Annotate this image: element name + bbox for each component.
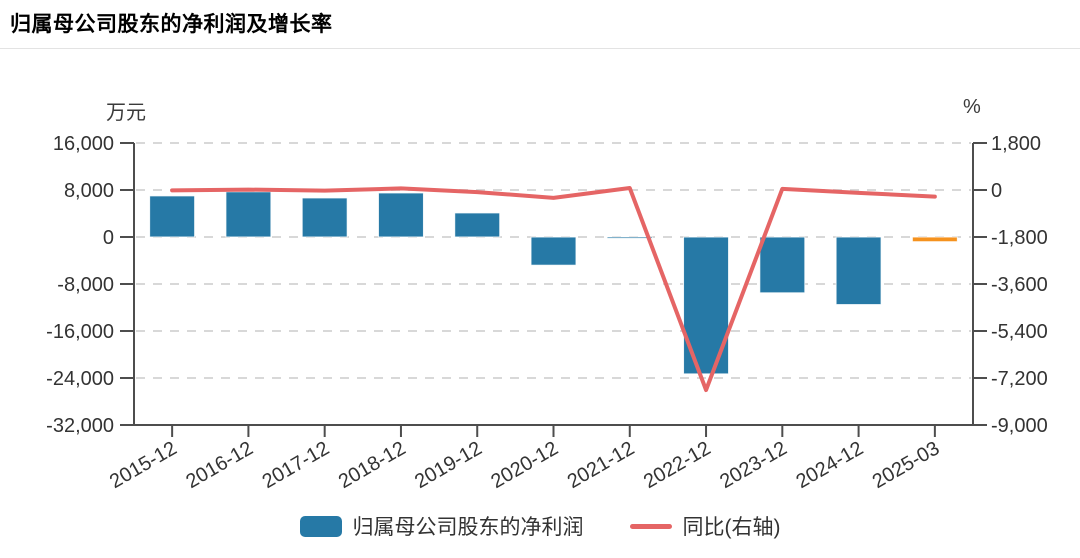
line-series-swatch <box>629 523 672 529</box>
y-axis-tick-label-left: 0 <box>103 227 114 249</box>
y-axis-tick-label-right: -3,600 <box>991 274 1048 296</box>
bar-2020-12[interactable] <box>530 236 577 266</box>
x-axis-tick-label: 2025-03 <box>869 437 944 493</box>
bar-2024-12[interactable] <box>835 236 882 306</box>
y-axis-tick-label-left: -24,000 <box>46 368 114 390</box>
legend-item-net-profit[interactable]: 归属母公司股东的净利润 <box>299 511 584 541</box>
bar-2018-12[interactable] <box>377 192 424 238</box>
title-divider <box>0 48 1080 49</box>
y-axis-tick-label-right: -5,400 <box>991 321 1048 343</box>
y-axis-tick-label-right: -9,000 <box>991 415 1048 437</box>
y-axis-tick-label-right: -7,200 <box>991 368 1048 390</box>
bar-2016-12[interactable] <box>225 191 272 238</box>
chart-legend: 归属母公司股东的净利润 同比(右轴) <box>0 511 1080 541</box>
x-axis-tick-label: 2021-12 <box>564 437 639 493</box>
x-axis-tick-label: 2019-12 <box>411 437 486 493</box>
x-axis-tick-label: 2015-12 <box>106 437 181 493</box>
chart-title: 归属母公司股东的净利润及增长率 <box>10 13 333 36</box>
y-axis-tick-label-left: 16,000 <box>53 133 114 155</box>
x-axis-tick-label: 2017-12 <box>259 437 334 493</box>
bar-2015-12[interactable] <box>149 195 196 238</box>
bar-2023-12[interactable] <box>759 236 806 294</box>
growth-rate-line[interactable] <box>170 186 937 393</box>
legend-label: 归属母公司股东的净利润 <box>352 516 584 539</box>
legend-label: 同比(右轴) <box>682 516 781 539</box>
y-axis-tick-label-right: 0 <box>991 180 1002 202</box>
y-axis-tick-label-left: -32,000 <box>46 415 114 437</box>
right-axis-unit-label: % <box>963 96 981 118</box>
bar-series-swatch <box>299 515 342 537</box>
y-axis-tick-label-left: -16,000 <box>46 321 114 343</box>
left-axis-unit-label: 万元 <box>106 102 146 124</box>
bar-2025-03[interactable] <box>911 236 958 243</box>
y-axis-tick-label-right: 1,800 <box>991 133 1041 155</box>
x-axis-tick-label: 2024-12 <box>793 437 868 493</box>
x-axis-tick-label: 2020-12 <box>487 437 562 493</box>
x-axis-tick-label: 2016-12 <box>182 437 257 493</box>
y-axis-tick-label-right: -1,800 <box>991 227 1048 249</box>
x-axis-tick-label: 2018-12 <box>335 437 410 493</box>
x-axis-tick-label: 2022-12 <box>640 437 715 493</box>
legend-item-yoy[interactable]: 同比(右轴) <box>629 511 781 541</box>
bar-2019-12[interactable] <box>454 212 501 238</box>
bar-2021-12[interactable] <box>606 236 653 239</box>
x-axis-tick-label: 2023-12 <box>716 437 791 493</box>
y-axis-tick-label-left: -8,000 <box>57 274 114 296</box>
y-axis-tick-label-left: 8,000 <box>64 180 114 202</box>
bar-2017-12[interactable] <box>301 197 348 238</box>
